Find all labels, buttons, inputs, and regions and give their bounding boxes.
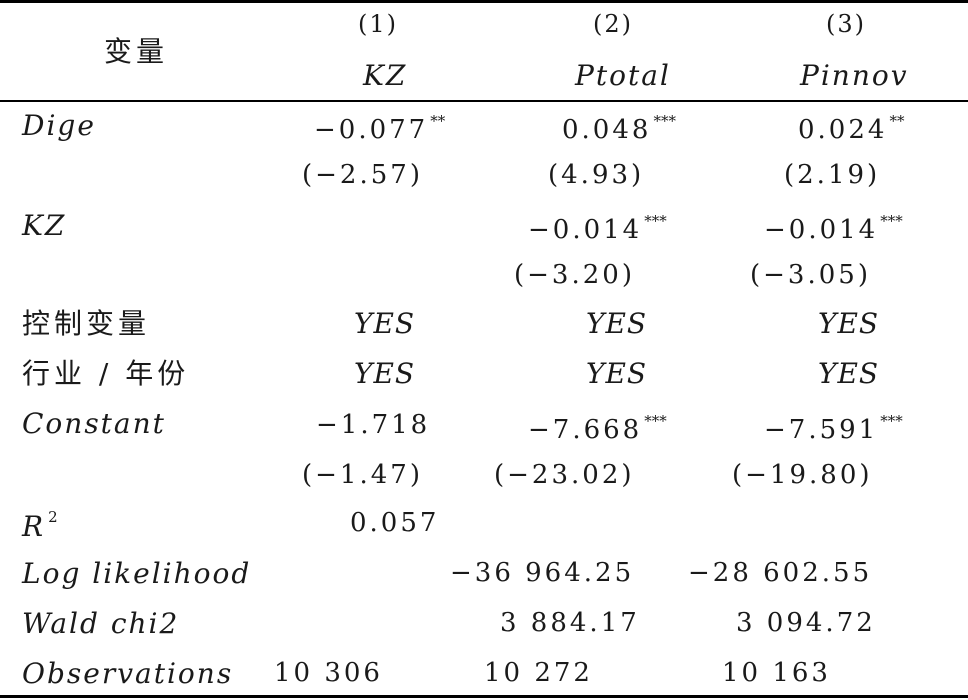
cell-wald-col3: 3 094.72 <box>736 608 876 638</box>
cell-obs-col2: 10 272 <box>484 658 593 688</box>
cell-constant-col1: −1.718 <box>316 410 431 440</box>
cell-fixed-col2: YES <box>586 357 648 390</box>
stars-constant-col2: *** <box>644 412 667 430</box>
cell-dige-col3: 0.024 ** <box>798 112 905 145</box>
cell-constant-col3: −7.591 *** <box>764 412 903 445</box>
tstat-constant-col2: (−23.02) <box>494 460 635 490</box>
cell-kz-col3: −0.014 *** <box>764 212 903 245</box>
tstat-kz-col2: (−3.20) <box>514 260 635 290</box>
stars-dige-col2: *** <box>653 112 676 130</box>
tstat-constant-col3: (−19.80) <box>732 460 873 490</box>
row-label-kz: KZ <box>22 209 67 242</box>
cell-fixed-col3: YES <box>818 357 880 390</box>
header-col1-number: (1) <box>358 10 398 38</box>
r-squared-power: 2 <box>48 508 60 526</box>
cell-kz-col2: −0.014 *** <box>528 212 667 245</box>
header-col1-name: KZ <box>363 59 408 92</box>
stars-dige-col1: ** <box>430 112 446 130</box>
row-label-constant: Constant <box>22 407 166 440</box>
table-bottom-rule <box>0 695 968 698</box>
cell-loglik-col3: −28 602.55 <box>688 558 873 588</box>
tstat-dige-col1: (−2.57) <box>302 160 423 190</box>
tstat-kz-col3: (−3.05) <box>750 260 871 290</box>
tstat-dige-col2: (4.93) <box>548 160 645 190</box>
row-label-wald-chi2: Wald chi2 <box>22 607 180 640</box>
cell-loglik-col2: −36 964.25 <box>450 558 635 588</box>
tstat-dige-col3: (2.19) <box>784 160 881 190</box>
table-top-rule <box>0 0 968 3</box>
cell-fixed-col1: YES <box>354 357 416 390</box>
header-col2-name: Ptotal <box>575 59 671 92</box>
cell-obs-col1: 10 306 <box>274 658 383 688</box>
header-col3-name: Pinnov <box>800 59 909 92</box>
tstat-constant-col1: (−1.47) <box>302 460 423 490</box>
header-col2-number: (2) <box>593 10 633 38</box>
cell-dige-col2: 0.048 *** <box>562 112 676 145</box>
row-label-fixed-effects: 行业 / 年份 <box>22 357 190 390</box>
row-label-observations: Observations <box>22 657 234 690</box>
row-label-controls: 控制变量 <box>22 307 151 340</box>
cell-r2-col1: 0.057 <box>350 508 440 538</box>
stars-kz-col2: *** <box>644 212 667 230</box>
cell-dige-col1: −0.077 ** <box>314 112 446 145</box>
header-variable-label: 变量 <box>104 35 169 68</box>
table-header-rule <box>0 100 968 102</box>
stars-constant-col3: *** <box>880 412 903 430</box>
stars-dige-col3: ** <box>889 112 905 130</box>
cell-controls-col1: YES <box>354 307 416 340</box>
cell-obs-col3: 10 163 <box>722 658 831 688</box>
header-col3-number: (3) <box>826 10 866 38</box>
row-label-dige: Dige <box>22 109 96 142</box>
cell-controls-col3: YES <box>818 307 880 340</box>
cell-wald-col2: 3 884.17 <box>500 608 640 638</box>
stars-kz-col3: *** <box>880 212 903 230</box>
cell-constant-col2: −7.668 *** <box>528 412 667 445</box>
row-label-log-likelihood: Log likelihood <box>22 557 252 590</box>
cell-controls-col2: YES <box>586 307 648 340</box>
